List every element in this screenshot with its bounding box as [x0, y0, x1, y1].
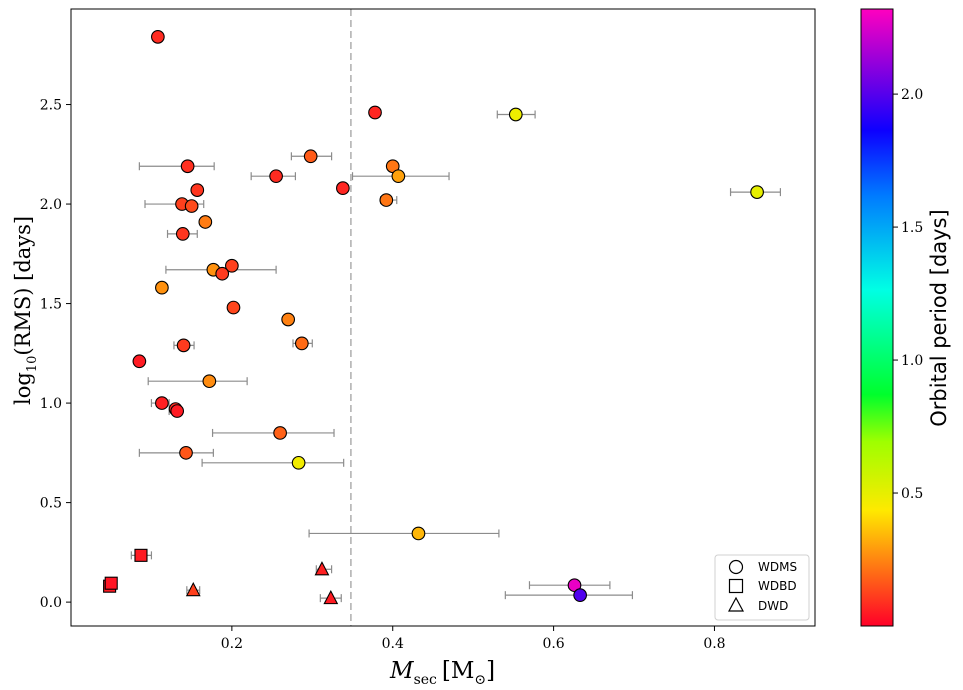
- colorbar-tick-label: 2.0: [901, 87, 923, 103]
- data-point-circle: [184, 199, 199, 213]
- colorbar-tick-label: 0.5: [901, 486, 923, 502]
- data-point-circle: [411, 526, 426, 541]
- data-point-circle: [198, 215, 213, 229]
- data-point-triangle: [314, 561, 330, 576]
- x-axis-label-unit-sub: ⊙: [474, 672, 486, 688]
- x-axis-label-unit: [M: [442, 658, 475, 684]
- data-point-circle: [750, 185, 764, 199]
- data-point-triangle: [323, 589, 339, 605]
- x-tick-label: 0.4: [382, 636, 404, 652]
- data-point-circle: [155, 280, 169, 295]
- data-point-circle: [176, 338, 191, 353]
- y-axis-label: log10(RMS) [days]: [11, 216, 40, 405]
- data-point-circle: [132, 354, 147, 369]
- y-tick-label: 1.0: [40, 396, 62, 412]
- data-point-circle: [175, 227, 190, 241]
- data-point-circle: [294, 336, 309, 351]
- legend: WDMS WDBD DWD: [714, 554, 810, 621]
- data-point-circle: [573, 588, 587, 603]
- legend-label-wdbd: WDBD: [758, 579, 797, 593]
- x-tick-label: 0.2: [221, 636, 243, 652]
- y-tick-label: 0.5: [40, 496, 62, 512]
- data-point-square: [104, 576, 118, 590]
- legend-label-dwd: DWD: [758, 599, 788, 613]
- x-tick-label: 0.8: [703, 636, 725, 652]
- x-axis-label-subscript: sec: [414, 672, 437, 688]
- data-point-circle: [180, 159, 195, 174]
- data-point-square: [134, 548, 148, 562]
- data-point-circle: [269, 169, 283, 184]
- data-point-circle: [303, 149, 318, 164]
- x-axis-label-unit-close: ]: [486, 658, 495, 684]
- data-point-circle: [273, 426, 287, 440]
- data-point-circle: [336, 181, 350, 195]
- data-point-circle: [155, 396, 169, 410]
- data-point-circle: [202, 374, 217, 389]
- y-tick-label: 2.0: [40, 197, 62, 213]
- data-point-circle: [291, 455, 306, 470]
- data-point-circle: [170, 404, 185, 418]
- colorbar-tick-label: 1.0: [901, 353, 923, 369]
- y-axis-label-rest: (RMS) [days]: [11, 216, 35, 356]
- data-point-circle: [391, 169, 406, 184]
- data-point-circle: [225, 258, 239, 273]
- data-point-circle: [508, 107, 523, 122]
- colorbar-label: Orbital period [days]: [927, 209, 951, 426]
- y-tick-label: 1.5: [40, 297, 62, 313]
- data-point-circle: [226, 300, 241, 315]
- data-point-circle: [215, 266, 230, 281]
- plot-frame: [70, 8, 816, 627]
- data-point-circle: [190, 183, 205, 197]
- data-point-triangle: [185, 581, 201, 597]
- x-axis-label: Msec [M⊙]: [389, 658, 495, 688]
- legend-triangle-icon: [727, 596, 745, 612]
- data-point-circle: [151, 30, 165, 44]
- colorbar: [860, 8, 894, 627]
- data-point-circle: [379, 193, 394, 207]
- colorbar-tick-label: 1.5: [901, 220, 923, 236]
- legend-circle-icon: [728, 559, 744, 575]
- x-tick-label: 0.6: [542, 636, 564, 652]
- legend-label-wdms: WDMS: [758, 560, 797, 574]
- y-tick-label: 2.5: [40, 98, 62, 114]
- data-point-circle: [179, 445, 193, 460]
- data-point-circle: [368, 105, 382, 120]
- legend-square-icon: [728, 578, 744, 594]
- data-point-circle: [281, 312, 296, 327]
- y-tick-label: 0.0: [40, 595, 62, 611]
- y-axis-label-subscript: 10: [25, 356, 40, 373]
